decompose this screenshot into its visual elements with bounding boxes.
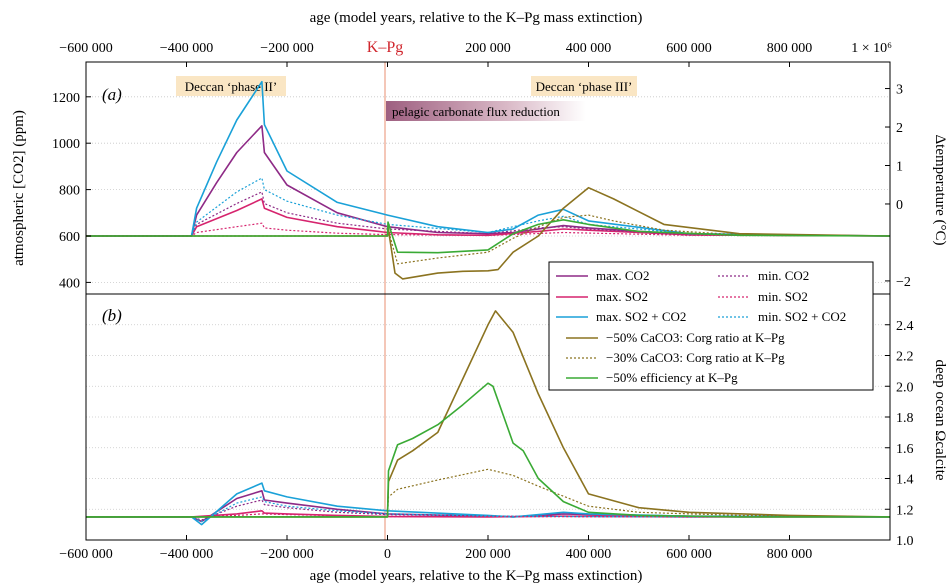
- legend-label: min. SO2 + CO2: [758, 309, 846, 324]
- series-line: [86, 186, 891, 280]
- right-y-tick-label-b: 1.2: [896, 503, 914, 518]
- top-x-tick-label: −200 000: [260, 41, 313, 56]
- right-y-tick-label-a: 1: [896, 159, 903, 174]
- series-line: [86, 499, 890, 521]
- top-x-tick-label: −400 000: [160, 41, 213, 56]
- left-y-tick-label: 600: [59, 230, 80, 245]
- top-x-tick-label: 400 000: [566, 41, 612, 56]
- right-y-tick-label-a: 2: [896, 121, 903, 136]
- legend-label: min. SO2: [758, 289, 808, 304]
- legend-label: min. CO2: [758, 268, 809, 283]
- right-y-tick-label-b: 2.0: [896, 380, 914, 395]
- top-x-tick-label: 600 000: [666, 41, 712, 56]
- bottom-x-tick-label: 600 000: [666, 547, 712, 562]
- right-y-tick-label-b: 1.4: [896, 473, 914, 488]
- series-line: [86, 310, 891, 518]
- left-y-tick-label: 1000: [52, 137, 80, 152]
- legend-label: max. CO2: [596, 268, 649, 283]
- series-line: [86, 177, 891, 237]
- series-line: [86, 382, 890, 518]
- legend: max. CO2 max. SO2 max. SO2 + CO2 min. CO2 mi…: [548, 261, 874, 391]
- panel-b-series: [86, 310, 891, 526]
- panel-a-series: [86, 80, 891, 280]
- series-line: [86, 214, 891, 265]
- series-line: [86, 468, 891, 518]
- panel-b-label: (b): [102, 306, 122, 325]
- bottom-x-tick-label: −600 000: [59, 547, 112, 562]
- panel-a-grid: [86, 96, 890, 283]
- panel-b-frame: [85, 293, 891, 541]
- right-y-axis-title-a: Δtemperature (°C): [932, 134, 948, 245]
- right-y-tick-label-b: 2.2: [896, 350, 914, 365]
- top-x-tick-label: −600 000: [59, 41, 112, 56]
- legend-label: −50% CaCO3: Corg ratio at K–Pg: [606, 330, 785, 345]
- series-line: [86, 80, 891, 237]
- series-line: [86, 482, 891, 526]
- pelagic-flux-reduction-label: pelagic carbonate flux reduction: [392, 104, 560, 119]
- pelagic-flux-reduction-band: [386, 101, 586, 121]
- legend-label: max. SO2: [596, 289, 648, 304]
- legend-box: [548, 261, 874, 391]
- left-y-axis-title: atmospheric [CO2] (ppm): [11, 110, 27, 266]
- left-y-tick-label: 800: [59, 184, 80, 199]
- bottom-x-tick-label: 0: [384, 547, 391, 562]
- deccan-phase-iii-highlight: [531, 76, 637, 96]
- legend-label: max. SO2 + CO2: [596, 309, 686, 324]
- left-y-tick-label: 1200: [52, 91, 80, 106]
- bottom-x-tick-label: −200 000: [260, 547, 313, 562]
- bottom-x-tick-label: 200 000: [465, 547, 511, 562]
- right-y-tick-label-a: 3: [896, 83, 903, 98]
- right-y-tick-label-b: 1.8: [896, 411, 914, 426]
- series-line: [86, 191, 891, 237]
- deccan-phase-iii-label: Deccan ‘phase III’: [536, 79, 633, 94]
- series-line: [86, 198, 891, 237]
- top-x-axis-title: age (model years, relative to the K–Pg m…: [310, 10, 643, 26]
- panel-a-label: (a): [102, 85, 122, 104]
- bottom-x-axis-title: age (model years, relative to the K–Pg m…: [310, 568, 643, 584]
- axis-ticks: −600 000 −400 000 −200 000 200 000 400 000 60…: [52, 41, 914, 562]
- left-y-tick-label: 400: [59, 276, 80, 291]
- right-y-axis-title-b: deep ocean Ωcalcite: [932, 359, 948, 480]
- legend-label: −50% efficiency at K–Pg: [606, 370, 738, 385]
- top-x-tick-label: 1 × 10⁶: [851, 41, 892, 56]
- legend-label: −30% CaCO3: Corg ratio at K–Pg: [606, 350, 785, 365]
- right-y-tick-label-a: −2: [896, 275, 911, 290]
- series-line: [86, 125, 891, 237]
- right-y-tick-label-b: 1.0: [896, 534, 914, 549]
- deccan-phase-ii-label: Deccan ‘phase II’: [185, 79, 277, 94]
- deccan-phase-ii-highlight: [176, 76, 286, 96]
- right-y-tick-label-b: 2.4: [896, 319, 914, 334]
- right-y-tick-label-b: 1.6: [896, 442, 914, 457]
- series-line: [86, 496, 890, 523]
- top-x-tick-label: 200 000: [465, 41, 511, 56]
- kpg-label: K–Pg: [367, 39, 403, 56]
- bottom-x-tick-label: 800 000: [767, 547, 813, 562]
- series-line: [86, 219, 891, 254]
- series-line: [86, 222, 891, 237]
- right-y-tick-label-a: 0: [896, 198, 903, 213]
- bottom-x-tick-label: 400 000: [566, 547, 612, 562]
- top-x-tick-label: 800 000: [767, 41, 813, 56]
- bottom-x-tick-label: −400 000: [160, 547, 213, 562]
